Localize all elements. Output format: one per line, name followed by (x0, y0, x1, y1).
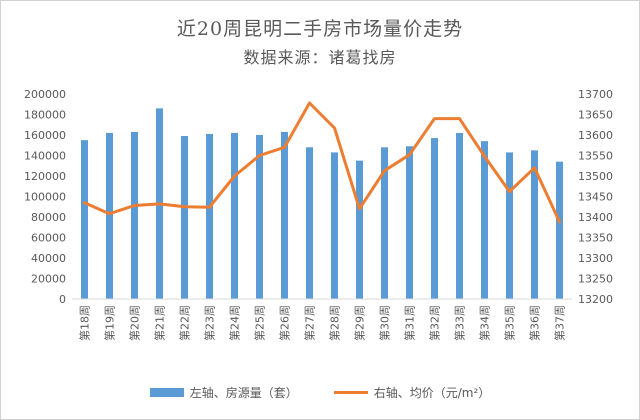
bar (256, 135, 263, 299)
legend-label-line: 右轴、均价（元/m²） (373, 386, 491, 400)
bar (181, 136, 188, 299)
right-axis-tick-label: 13200 (578, 293, 613, 306)
bar (506, 152, 513, 299)
bar (456, 132, 463, 299)
bar (556, 161, 563, 299)
x-axis-tick-label: 第18周 (78, 305, 92, 341)
left-axis-tick-label: 180000 (24, 109, 66, 122)
x-axis-tick-label: 第19周 (103, 305, 117, 341)
left-axis-tick-label: 80000 (31, 211, 66, 224)
x-axis-tick-label: 第34周 (478, 305, 492, 341)
bar (331, 152, 338, 299)
x-axis-tick-label: 第29周 (353, 305, 367, 341)
left-axis-tick-label: 60000 (31, 232, 66, 245)
bar (381, 147, 388, 299)
x-axis-tick-label: 第28周 (328, 305, 342, 341)
bar (231, 132, 238, 299)
x-axis-tick-label: 第20周 (128, 305, 142, 341)
x-axis-tick-label: 第25周 (253, 305, 267, 341)
chart-legend: 左轴、房源量（套） 右轴、均价（元/m²） (0, 384, 640, 401)
x-axis-tick-label: 第31周 (403, 305, 417, 341)
right-axis-tick-label: 13450 (578, 191, 613, 204)
bar (206, 133, 213, 299)
x-axis-tick-label: 第24周 (228, 305, 242, 341)
bar (106, 132, 113, 299)
x-axis-tick-label: 第26周 (278, 305, 292, 341)
left-axis-tick-label: 140000 (24, 150, 66, 163)
x-axis-tick-label: 第23周 (203, 305, 217, 341)
x-axis-tick-label: 第36周 (528, 305, 542, 341)
bar (356, 160, 363, 299)
bar (306, 147, 313, 299)
right-axis-tick-label: 13700 (578, 88, 613, 101)
right-axis-tick-label: 13550 (578, 150, 613, 163)
x-axis-tick-label: 第32周 (428, 305, 442, 341)
legend-swatch-line (333, 391, 368, 394)
left-axis-tick-label: 0 (59, 293, 66, 306)
left-axis-tick-label: 160000 (24, 129, 66, 142)
x-axis-tick-label: 第22周 (178, 305, 192, 341)
left-axis-tick-label: 120000 (24, 170, 66, 183)
price-line (83, 101, 561, 224)
left-axis-tick-label: 40000 (31, 252, 66, 265)
left-axis-tick-label: 100000 (24, 191, 66, 204)
left-axis-tick-label: 200000 (24, 88, 66, 101)
legend-label-bar: 左轴、房源量（套） (189, 386, 298, 400)
right-axis-tick-label: 13250 (578, 273, 613, 286)
right-axis-tick-label: 13650 (578, 109, 613, 122)
bar (531, 150, 538, 299)
x-axis-tick-label: 第30周 (378, 305, 392, 341)
chart-subtitle: 数据来源：诸葛找房 (243, 48, 397, 67)
bar (406, 146, 413, 299)
right-axis-tick-label: 13350 (578, 232, 613, 245)
bar (81, 140, 88, 299)
bar (481, 141, 488, 299)
bar (431, 138, 438, 299)
bar (281, 131, 288, 299)
legend-item-bar: 左轴、房源量（套） (149, 384, 298, 401)
x-axis-tick-label: 第37周 (553, 305, 567, 341)
x-axis-tick-label: 第27周 (303, 305, 317, 341)
x-axis-tick-label: 第21周 (153, 305, 167, 341)
right-axis-tick-label: 13500 (578, 170, 613, 183)
left-axis-tick-label: 20000 (31, 273, 66, 286)
right-axis-tick-label: 13600 (578, 129, 613, 142)
chart-title: 近20周昆明二手房市场量价走势 (176, 18, 464, 40)
legend-swatch-bar (149, 388, 184, 397)
x-axis-tick-label: 第33周 (453, 305, 467, 341)
right-axis-tick-label: 13300 (578, 252, 613, 265)
legend-item-line: 右轴、均价（元/m²） (333, 384, 491, 401)
bar (131, 131, 138, 299)
x-axis-tick-label: 第35周 (503, 305, 517, 341)
right-axis-tick-label: 13400 (578, 211, 613, 224)
